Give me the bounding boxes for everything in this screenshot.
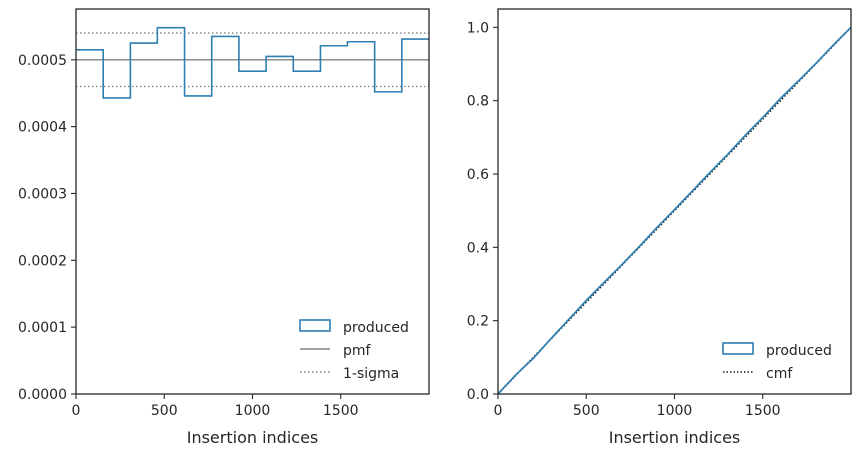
histogram-y-tick-label: 0.0002 [18,253,67,269]
legend-label-produced-cumulative: produced [766,343,832,359]
histogram-y-tick-label: 0.0000 [18,387,67,403]
legend-label-1-sigma: 1-sigma [343,366,399,382]
cumulative-y-tick-label: 0.0 [467,387,489,403]
histogram-plot-frame [75,8,430,395]
legend-label-pmf: pmf [343,343,372,359]
histogram-ticks: 0 500 1000 1500 0.0000 0.0001 0.0002 0.0003 0.00… [18,53,359,419]
histogram-produced-step [76,26,429,99]
histogram-x-tick-label: 500 [151,403,178,419]
cumulative-x-tick-label: 500 [573,403,600,419]
histogram-legend: produced pmf 1-sigma [299,319,409,382]
cumulative-panel: 0 500 1000 1500 0.0 0.2 0.4 0.6 0.8 1.0 Insertion… [467,8,852,447]
legend-label-produced: produced [343,320,409,336]
histogram-x-tick-label: 1500 [323,403,359,419]
histogram-x-axis-label: Insertion indices [187,428,319,447]
histogram-y-tick-label: 0.0003 [18,186,67,202]
cumulative-y-tick-label: 0.2 [467,314,489,330]
cumulative-x-tick-label: 1000 [657,403,693,419]
cumulative-y-tick-label: 0.6 [467,167,489,183]
histogram-marks [76,26,429,99]
cumulative-y-tick-label: 0.8 [467,94,489,110]
histogram-y-tick-label: 0.0001 [18,320,67,336]
cumulative-x-tick-label: 1500 [745,403,781,419]
cumulative-legend: produced cmf [722,342,832,382]
legend-swatch-produced [299,319,331,332]
histogram-y-tick-label: 0.0005 [18,53,67,69]
legend-label-cmf: cmf [766,366,793,382]
cumulative-x-axis-label: Insertion indices [609,428,741,447]
histogram-x-tick-label: 0 [72,403,81,419]
cumulative-produced-step [497,26,852,395]
cumulative-y-tick-label: 0.4 [467,240,489,256]
histogram-x-tick-label: 1000 [235,403,271,419]
cumulative-plot-frame [497,8,852,395]
cumulative-marks [497,26,852,395]
histogram-panel: 0 500 1000 1500 0.0000 0.0001 0.0002 0.0003 0.00… [18,8,430,447]
cumulative-x-tick-label: 0 [494,403,503,419]
cumulative-y-tick-label: 1.0 [467,20,489,36]
cumulative-ticks: 0 500 1000 1500 0.0 0.2 0.4 0.6 0.8 1.0 [467,20,781,419]
legend-swatch-produced-cumulative [722,342,754,355]
histogram-y-tick-label: 0.0004 [18,120,67,136]
